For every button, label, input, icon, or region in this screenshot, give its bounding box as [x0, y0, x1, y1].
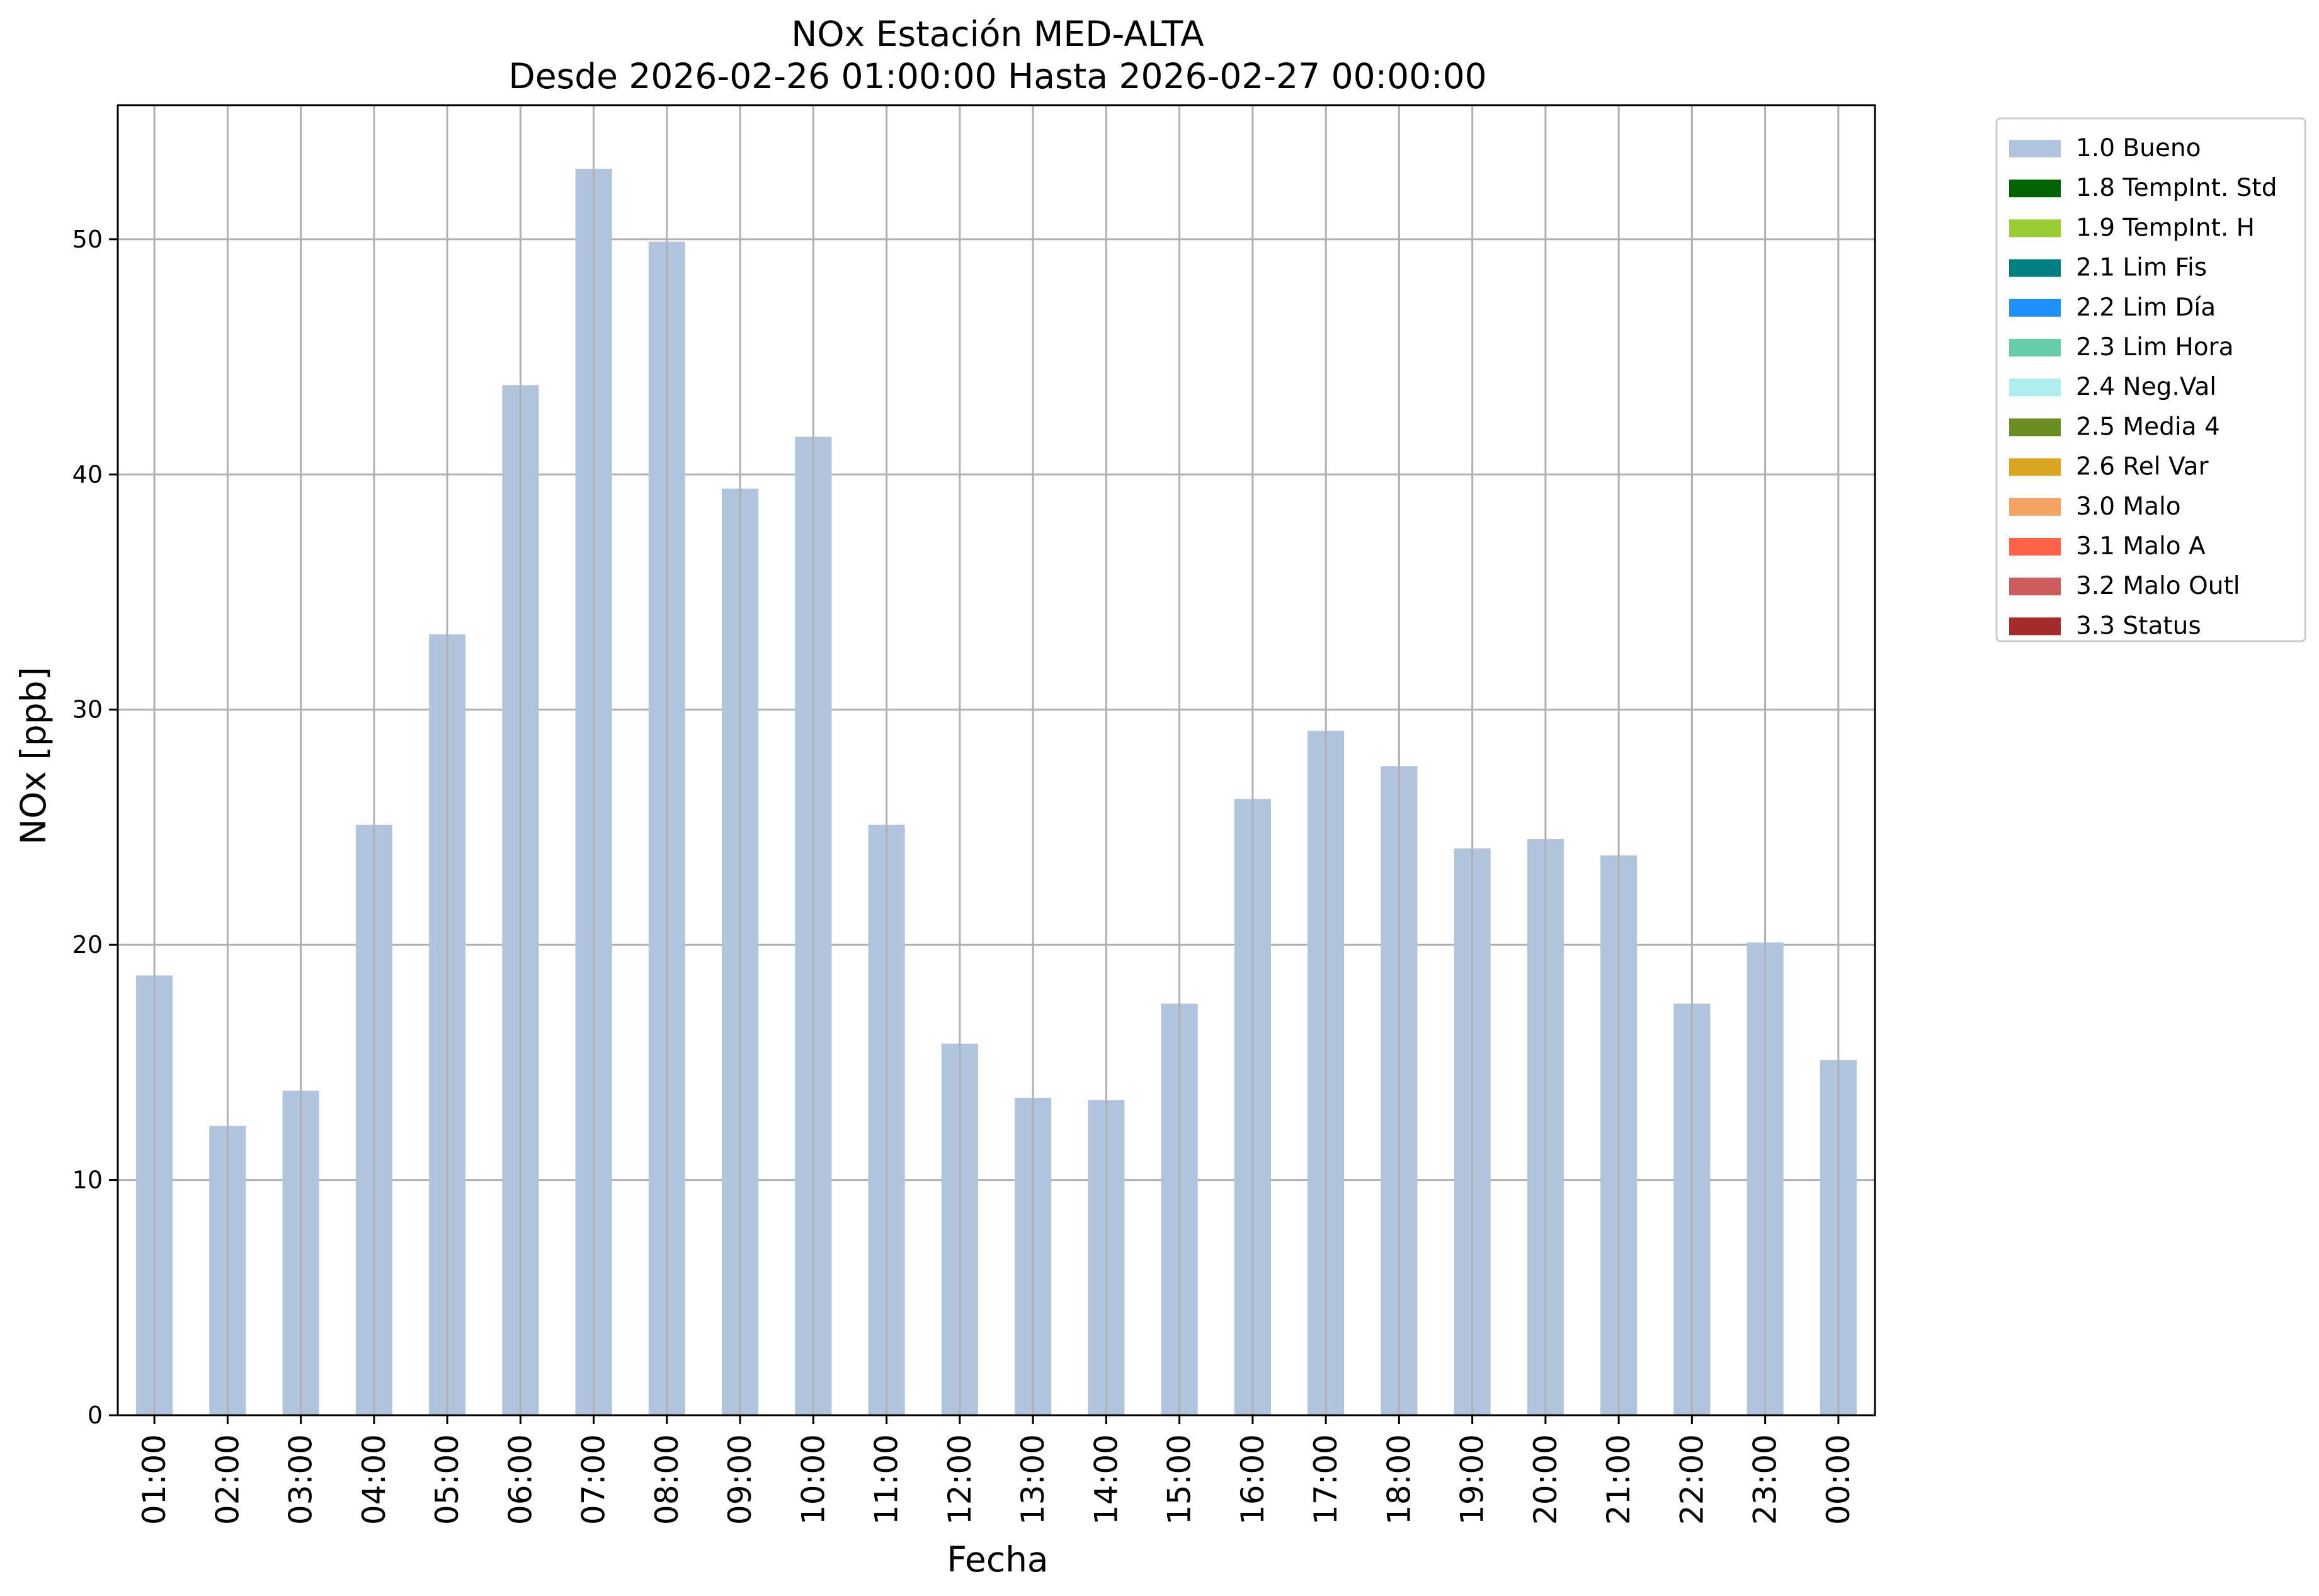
legend-swatch [2009, 617, 2061, 636]
legend-entry: 2.4 Neg.Val [2009, 373, 2216, 401]
y-tick-label: 30 [72, 696, 103, 724]
legend-label: 3.2 Malo Outl [2076, 572, 2240, 600]
legend-label: 1.0 Bueno [2076, 134, 2201, 162]
legend-swatch [2009, 259, 2061, 277]
x-tick-label: 22:00 [1673, 1434, 1710, 1525]
legend-entry: 2.3 Lim Hora [2009, 333, 2234, 362]
legend-entry: 2.6 Rel Var [2009, 453, 2209, 481]
legend-entry: 1.8 TempInt. Std [2009, 174, 2277, 202]
legend-items: 1.0 Bueno 1.8 TempInt. Std 1.9 TempInt. H 2… [2009, 134, 2277, 640]
legend-entry: 3.2 Malo Outl [2009, 572, 2240, 600]
x-tick-label: 09:00 [722, 1434, 758, 1525]
legend-entry: 3.3 Status [2009, 612, 2201, 640]
legend-entry: 1.0 Bueno [2009, 134, 2201, 162]
legend-label: 3.1 Malo A [2076, 532, 2206, 561]
legend-box [1995, 117, 2306, 642]
legend-swatch [2009, 219, 2061, 237]
x-tick-label: 03:00 [283, 1434, 319, 1525]
legend-entry: 2.2 Lim Día [2009, 294, 2216, 322]
x-tick-label: 13:00 [1015, 1434, 1051, 1525]
y-tick-label: 40 [72, 460, 103, 488]
y-axis-ticks: 0 10 20 30 40 50 [72, 225, 118, 1429]
legend-swatch [2009, 140, 2061, 157]
vertical-grid-lines [153, 105, 1840, 1415]
x-tick-label: 19:00 [1454, 1434, 1491, 1525]
chart-title: NOx Estación MED-ALTA [791, 14, 1204, 54]
x-axis-label: Fecha [947, 1539, 1048, 1580]
x-tick-label: 17:00 [1308, 1434, 1344, 1525]
legend: 1.0 Bueno 1.8 TempInt. Std 1.9 TempInt. H 2… [1995, 117, 2306, 642]
x-tick-label: 14:00 [1088, 1434, 1124, 1525]
legend-swatch [2009, 299, 2061, 317]
legend-label: 2.4 Neg.Val [2076, 373, 2216, 401]
legend-label: 2.6 Rel Var [2076, 453, 2209, 481]
legend-swatch [2009, 180, 2061, 198]
legend-swatch [2009, 538, 2061, 556]
x-tick-label: 00:00 [1820, 1434, 1857, 1525]
x-tick-label: 12:00 [942, 1434, 978, 1525]
x-tick-label: 15:00 [1161, 1434, 1198, 1525]
legend-label: 3.0 Malo [2076, 493, 2181, 521]
legend-swatch [2009, 578, 2061, 596]
x-tick-label: 02:00 [209, 1434, 246, 1525]
legend-entry: 3.1 Malo A [2009, 532, 2206, 561]
x-tick-label: 20:00 [1527, 1434, 1564, 1525]
y-tick-label: 20 [72, 931, 103, 959]
x-tick-label: 10:00 [795, 1434, 831, 1525]
x-tick-label: 23:00 [1747, 1434, 1784, 1525]
legend-label: 3.3 Status [2076, 612, 2201, 640]
x-tick-label: 04:00 [356, 1434, 392, 1525]
x-tick-label: 07:00 [576, 1434, 612, 1525]
legend-label: 2.5 Media 4 [2076, 413, 2220, 441]
chart-subtitle: Desde 2026-02-26 01:00:00 Hasta 2026-02-… [508, 56, 1486, 96]
legend-label: 2.3 Lim Hora [2076, 333, 2234, 362]
legend-entry: 3.0 Malo [2009, 493, 2181, 521]
legend-swatch [2009, 498, 2061, 516]
legend-swatch [2009, 458, 2061, 476]
legend-label: 2.2 Lim Día [2076, 294, 2216, 322]
x-tick-label: 18:00 [1381, 1434, 1417, 1525]
y-axis-label: NOx [ppb] [13, 667, 54, 845]
x-tick-label: 01:00 [136, 1434, 173, 1525]
x-tick-label: 06:00 [502, 1434, 538, 1525]
y-tick-label: 0 [88, 1401, 103, 1429]
x-tick-label: 11:00 [869, 1434, 905, 1525]
legend-entry: 2.5 Media 4 [2009, 413, 2220, 441]
x-tick-label: 16:00 [1234, 1434, 1271, 1525]
legend-swatch [2009, 379, 2061, 397]
legend-entry: 1.9 TempInt. H [2009, 214, 2255, 242]
plot-area-frame [117, 104, 1876, 1416]
x-tick-label: 08:00 [649, 1434, 685, 1525]
x-tick-label: 21:00 [1600, 1434, 1637, 1525]
y-tick-label: 10 [72, 1166, 103, 1194]
legend-entry: 2.1 Lim Fis [2009, 254, 2207, 282]
legend-label: 1.9 TempInt. H [2076, 214, 2255, 242]
x-tick-label: 05:00 [429, 1434, 465, 1525]
x-axis-ticks: 01:00 02:00 03:00 04:00 05:00 06:00 07:00 08:00… [136, 1415, 1857, 1525]
legend-label: 1.8 TempInt. Std [2076, 174, 2277, 202]
legend-swatch [2009, 339, 2061, 356]
y-tick-label: 50 [72, 225, 103, 253]
legend-swatch [2009, 418, 2061, 436]
legend-label: 2.1 Lim Fis [2076, 254, 2207, 282]
